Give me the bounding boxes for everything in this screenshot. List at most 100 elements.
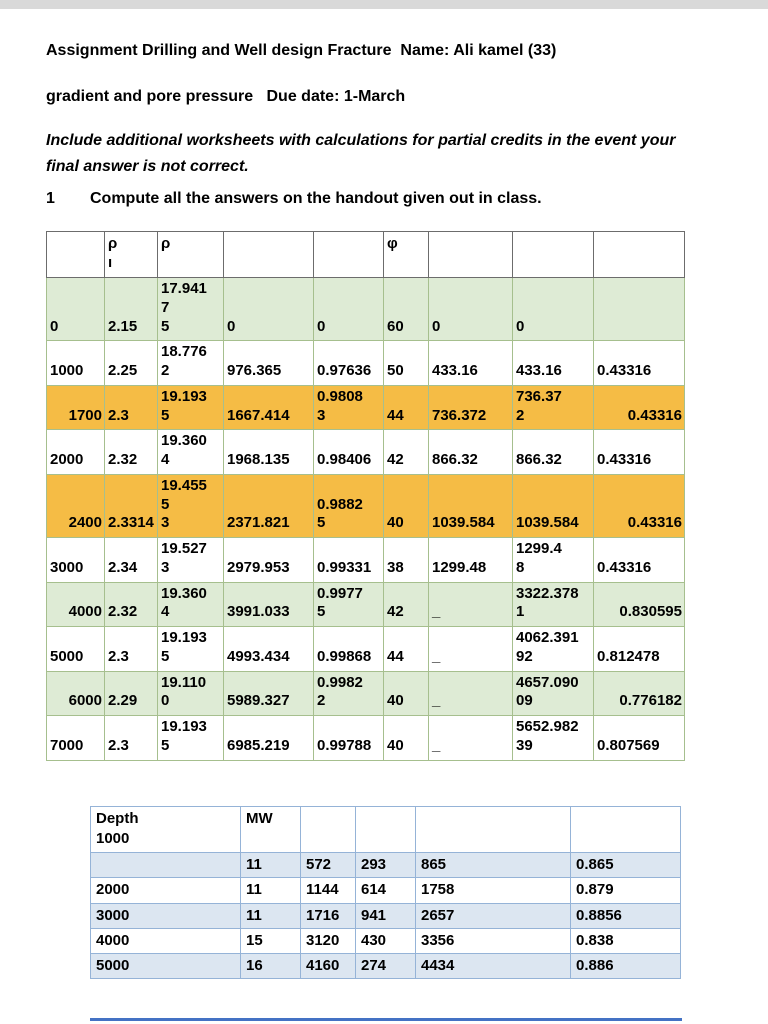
table-header-cell bbox=[415, 806, 571, 853]
table-cell: 2.3314 bbox=[104, 473, 158, 539]
table-cell: 1039.584 bbox=[428, 473, 513, 539]
table-cell: 0 bbox=[428, 276, 513, 342]
table-cell: 3000 bbox=[46, 537, 105, 583]
table-cell: 19.193 5 bbox=[157, 626, 224, 672]
table-cell: 4657.090 09 bbox=[512, 670, 594, 716]
table-cell: 19.527 3 bbox=[157, 537, 224, 583]
table-cell: 40 bbox=[383, 670, 429, 716]
assignment-title: Assignment Drilling and Well design Frac… bbox=[46, 42, 557, 59]
table-cell bbox=[593, 276, 685, 342]
table-row: 3000 11 1716 941 2657 0.8856 bbox=[90, 902, 681, 929]
table-cell: 976.365 bbox=[223, 340, 314, 386]
table-row: 6000 2.29 19.110 0 5989.327 0.9982 2 40 _ 4657.… bbox=[46, 670, 685, 716]
table-header-cell bbox=[46, 231, 105, 278]
bottom-divider-line bbox=[90, 1018, 682, 1021]
table-cell: 2000 bbox=[46, 429, 105, 475]
table-cell: 19.193 5 bbox=[157, 715, 224, 761]
table-cell: 3322.378 1 bbox=[512, 581, 594, 627]
table-cell: 1716 bbox=[300, 902, 356, 929]
table-cell: 866.32 bbox=[428, 429, 513, 475]
table-cell: 0.43316 bbox=[593, 473, 685, 539]
table-cell: 433.16 bbox=[428, 340, 513, 386]
table-cell: 0 bbox=[313, 276, 384, 342]
table-cell: 3000 bbox=[90, 902, 241, 929]
table-cell: 1299.4 8 bbox=[512, 537, 594, 583]
table-row: 2000 11 1144 614 1758 0.879 bbox=[90, 877, 681, 904]
table-cell: 2.34 bbox=[104, 537, 158, 583]
table-cell: 2979.953 bbox=[223, 537, 314, 583]
table-cell: 0.99788 bbox=[313, 715, 384, 761]
table-row: 5000 2.3 19.193 5 4993.434 0.99868 44 _ 4062.39… bbox=[46, 626, 685, 672]
table-row: 7000 2.3 19.193 5 6985.219 0.99788 40 _ 5652.98… bbox=[46, 715, 685, 761]
table-cell: 2.25 bbox=[104, 340, 158, 386]
table-row: 3000 2.34 19.527 3 2979.953 0.99331 38 1299.48… bbox=[46, 537, 685, 583]
table-cell: 430 bbox=[355, 927, 416, 955]
table-cell: 1758 bbox=[415, 877, 571, 904]
table-row: 2000 2.32 19.360 4 1968.135 0.98406 42 866.32 8… bbox=[46, 429, 685, 475]
table-cell: 19.455 5 3 bbox=[157, 473, 224, 539]
table-cell: 11 bbox=[240, 902, 301, 929]
table-cell: 1667.414 bbox=[223, 384, 314, 431]
table-cell: 6000 bbox=[46, 670, 105, 716]
table-cell: 865 bbox=[415, 851, 571, 879]
table-cell: 1700 bbox=[46, 384, 105, 431]
table-cell: 0.9808 3 bbox=[313, 384, 384, 431]
table-cell: 11 bbox=[240, 851, 301, 879]
table-row: 0 2.15 17.941 7 5 0 0 60 0 0 bbox=[46, 276, 685, 342]
table-cell: 941 bbox=[355, 902, 416, 929]
table-cell: 0.43316 bbox=[593, 537, 685, 583]
table-cell: 40 bbox=[383, 715, 429, 761]
table-cell: 0.865 bbox=[570, 851, 681, 879]
table-row: 5000 16 4160 274 4434 0.886 bbox=[90, 952, 681, 980]
question-text: Compute all the answers on the handout g… bbox=[90, 190, 542, 207]
table-cell: _ bbox=[428, 670, 513, 716]
table-cell: 19.193 5 bbox=[157, 384, 224, 431]
table-cell: 2657 bbox=[415, 902, 571, 929]
table-cell: 18.776 2 bbox=[157, 340, 224, 386]
table-row: 1000 2.25 18.776 2 976.365 0.97636 50 433.16 43… bbox=[46, 340, 685, 386]
table-cell: 0.879 bbox=[570, 877, 681, 904]
table-cell: 4000 bbox=[46, 581, 105, 627]
table-cell: 2.15 bbox=[104, 276, 158, 342]
table-header-cell bbox=[300, 806, 356, 853]
table-cell: 44 bbox=[383, 626, 429, 672]
table-cell: 614 bbox=[355, 877, 416, 904]
table-cell: 0.776182 bbox=[593, 670, 685, 716]
table-cell: 5000 bbox=[46, 626, 105, 672]
table-row: 2400 2.3314 19.455 5 3 2371.821 0.9882 5 40 10… bbox=[46, 473, 685, 539]
table-cell: 0.830595 bbox=[593, 581, 685, 627]
table-cell: 0.99331 bbox=[313, 537, 384, 583]
table-cell: 0.97636 bbox=[313, 340, 384, 386]
table-cell: 2.3 bbox=[104, 626, 158, 672]
table-cell: 0.99868 bbox=[313, 626, 384, 672]
table-header-cell bbox=[223, 231, 314, 278]
table-cell: 42 bbox=[383, 581, 429, 627]
question-item: 1 Compute all the answers on the handout… bbox=[46, 190, 542, 208]
table-cell: 0.9977 5 bbox=[313, 581, 384, 627]
table-cell: 433.16 bbox=[512, 340, 594, 386]
depth-mw-table: Depth 1000 MW 11 572 293 865 0.865 2000 11 1144 61… bbox=[90, 806, 681, 980]
table-cell: 16 bbox=[240, 952, 301, 980]
table-cell: 5000 bbox=[90, 952, 241, 980]
table-cell: 0 bbox=[46, 276, 105, 342]
table-cell: 866.32 bbox=[512, 429, 594, 475]
table-cell: 4434 bbox=[415, 952, 571, 980]
table-cell: 2400 bbox=[46, 473, 105, 539]
table-cell: 0.9982 2 bbox=[313, 670, 384, 716]
table-cell: 4160 bbox=[300, 952, 356, 980]
table-cell: _ bbox=[428, 581, 513, 627]
table-cell: 0.98406 bbox=[313, 429, 384, 475]
table-cell: 274 bbox=[355, 952, 416, 980]
table-cell: 1144 bbox=[300, 877, 356, 904]
table-cell: 0.43316 bbox=[593, 384, 685, 431]
table-header-cell bbox=[512, 231, 594, 278]
table-cell: 0.812478 bbox=[593, 626, 685, 672]
viewer-top-strip bbox=[0, 0, 768, 9]
table-cell: 4993.434 bbox=[223, 626, 314, 672]
table-cell: 2.32 bbox=[104, 581, 158, 627]
table-cell: 19.360 4 bbox=[157, 581, 224, 627]
table-cell: 0.43316 bbox=[593, 340, 685, 386]
table-header-cell: MW bbox=[240, 806, 301, 853]
